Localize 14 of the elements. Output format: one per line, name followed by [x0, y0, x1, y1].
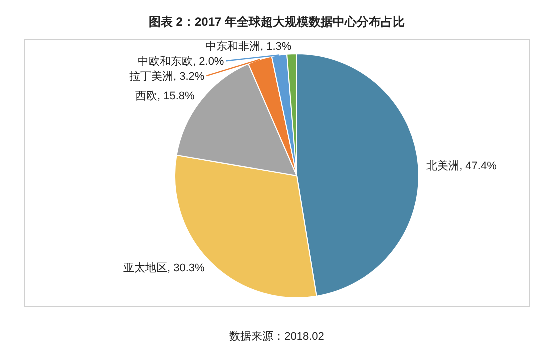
slice-label: 拉丁美洲	[130, 70, 174, 84]
slice-label: 西欧	[135, 90, 158, 103]
data-label: , 15.8%	[157, 90, 195, 103]
slice-label: 亚太地区	[123, 262, 168, 275]
data-label: , 47.4%	[460, 160, 498, 172]
chart-title: 图表 2：2017 年全球超大规模数据中心分布占比	[148, 15, 406, 29]
slice-label: 中东和非洲	[206, 40, 261, 54]
source-note: 数据来源：2018.02	[230, 330, 324, 343]
data-label: , 1.3%	[260, 41, 292, 54]
slice-label: 北美洲	[426, 159, 460, 172]
slice-label: 中欧和东欧	[138, 55, 194, 68]
data-label: , 3.2%	[174, 71, 205, 84]
data-label: , 2.0%	[193, 56, 224, 68]
data-label: , 30.3%	[167, 262, 205, 275]
